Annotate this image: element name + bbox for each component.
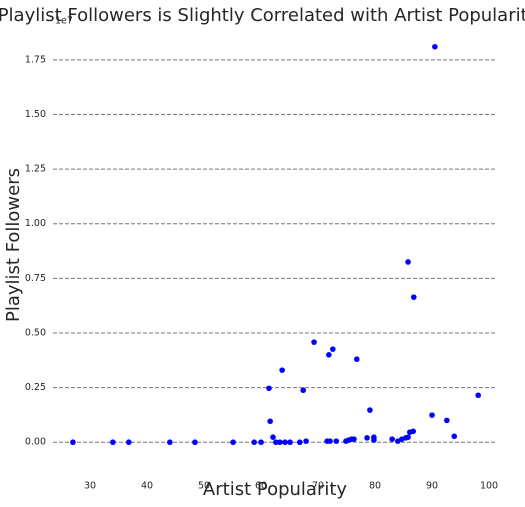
x-tick-label: 30 bbox=[84, 481, 96, 492]
point bbox=[429, 412, 435, 418]
point bbox=[251, 439, 257, 446]
point bbox=[451, 433, 458, 440]
point bbox=[303, 438, 309, 444]
point bbox=[432, 43, 438, 50]
x-tick-label: 60 bbox=[255, 481, 267, 492]
point bbox=[330, 346, 336, 352]
point bbox=[287, 439, 293, 446]
y-tick-label: 1.75 bbox=[25, 54, 46, 65]
point bbox=[296, 439, 303, 446]
point bbox=[405, 434, 411, 440]
y-tick-label: 0.25 bbox=[25, 382, 46, 393]
point bbox=[266, 385, 272, 392]
x-tick-label: 40 bbox=[141, 481, 153, 492]
point bbox=[371, 434, 377, 440]
point bbox=[351, 436, 357, 442]
y-axis-label: Playlist Followers bbox=[3, 168, 24, 322]
point bbox=[279, 367, 285, 373]
y-tick-label: 0.50 bbox=[25, 327, 46, 338]
point bbox=[389, 436, 395, 442]
x-tick-label: 100 bbox=[480, 481, 498, 492]
y-tick-label: 1.00 bbox=[25, 218, 46, 229]
point bbox=[70, 439, 76, 446]
point bbox=[270, 434, 276, 440]
x-tick-label: 50 bbox=[198, 481, 210, 492]
x-tick-label: 90 bbox=[426, 481, 438, 492]
point bbox=[267, 418, 273, 425]
x-tick-label: 80 bbox=[369, 481, 381, 492]
point bbox=[475, 392, 481, 399]
point bbox=[444, 417, 450, 424]
point bbox=[311, 339, 317, 345]
point bbox=[353, 356, 360, 362]
point bbox=[282, 439, 288, 446]
point bbox=[167, 439, 173, 446]
point bbox=[258, 439, 264, 446]
y-offset-label: 1e7 bbox=[55, 16, 73, 27]
point bbox=[405, 259, 411, 265]
point bbox=[326, 352, 332, 358]
y-tick-label: 1.25 bbox=[25, 164, 46, 175]
y-tick-label: 1.50 bbox=[25, 109, 46, 120]
point bbox=[110, 439, 116, 446]
point bbox=[230, 439, 236, 446]
point bbox=[126, 439, 132, 446]
x-tick-label: 70 bbox=[312, 481, 324, 492]
point bbox=[410, 428, 417, 435]
chart-title: Playlist Followers is Slightly Correlate… bbox=[0, 5, 525, 26]
point bbox=[327, 438, 333, 444]
x-axis-label: Artist Popularity bbox=[203, 479, 347, 500]
point bbox=[277, 439, 283, 446]
point bbox=[367, 407, 373, 413]
point bbox=[273, 439, 279, 446]
point bbox=[410, 294, 417, 300]
point bbox=[333, 438, 340, 444]
point bbox=[364, 435, 370, 441]
y-tick-label: 0.75 bbox=[25, 273, 46, 284]
point bbox=[192, 439, 198, 446]
y-tick-label: 0.00 bbox=[25, 437, 46, 448]
point bbox=[300, 387, 307, 394]
